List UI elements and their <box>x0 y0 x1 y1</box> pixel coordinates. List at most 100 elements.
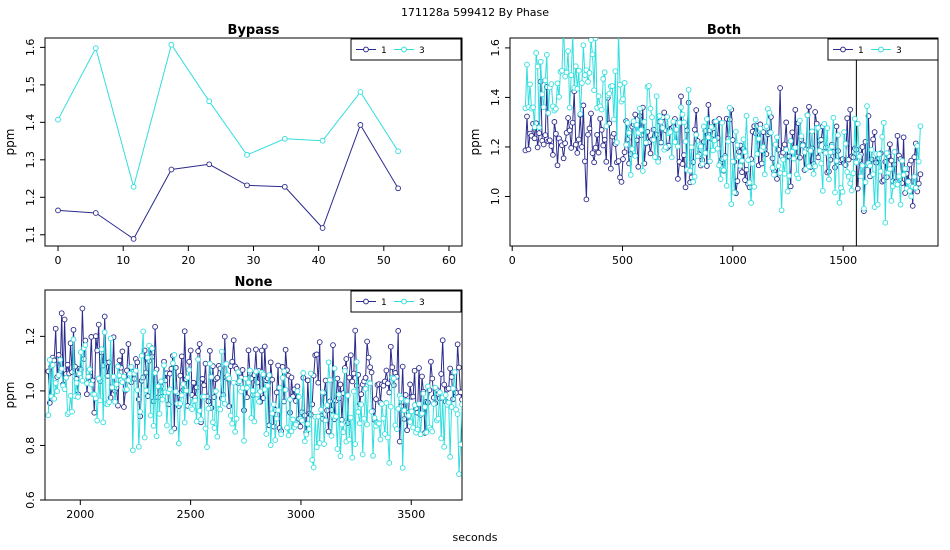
data-point-series-3 <box>52 380 59 386</box>
data-point-series-3 <box>220 396 227 402</box>
data-point-series-3 <box>577 111 584 117</box>
data-point-series-1 <box>172 364 179 371</box>
data-point-series-1 <box>368 369 375 376</box>
data-point-series-3 <box>800 142 806 149</box>
data-point-series-3 <box>897 201 904 208</box>
data-point-series-3 <box>688 144 695 151</box>
data-point-series-3 <box>457 441 462 448</box>
data-point-series-1 <box>844 115 851 122</box>
data-point-series-3 <box>278 431 284 438</box>
x-tick-label: 2500 <box>177 508 205 521</box>
data-point-series-3 <box>353 359 360 365</box>
data-point-series-3 <box>768 129 774 136</box>
data-point-series-3 <box>652 154 658 160</box>
data-point-series-3 <box>832 189 838 196</box>
data-point-series-3 <box>387 403 394 410</box>
data-point-series-3 <box>207 360 213 367</box>
data-point-series-1 <box>52 325 59 332</box>
data-point-series-3 <box>810 171 817 177</box>
data-point-series-3 <box>227 412 234 419</box>
data-point-series-3 <box>899 157 905 164</box>
data-point-series-3 <box>617 81 623 88</box>
data-point-series-3 <box>309 457 316 463</box>
data-point-series-3 <box>854 120 861 127</box>
data-point-series-3 <box>245 379 252 386</box>
data-point-series-3 <box>432 384 439 391</box>
data-point-series-3 <box>816 147 823 154</box>
data-point-series-3 <box>859 162 866 169</box>
data-point-series-3 <box>874 201 881 208</box>
data-point-series-1 <box>273 389 280 396</box>
data-point-series-3 <box>414 426 421 433</box>
data-point-series-3 <box>545 110 552 116</box>
data-point-series-3 <box>342 368 348 374</box>
data-point-series-3 <box>769 164 776 171</box>
data-point-series-1 <box>448 374 455 380</box>
data-point-series-3 <box>582 72 588 78</box>
data-point-series-3 <box>192 397 198 404</box>
data-point-series-3 <box>250 387 256 394</box>
data-point-series-3 <box>586 70 593 76</box>
data-point-series-3 <box>778 207 785 214</box>
data-point-series-1 <box>456 364 462 371</box>
data-point-series-3 <box>76 370 83 377</box>
data-point-series-3 <box>124 386 130 393</box>
data-point-series-1 <box>389 364 396 371</box>
data-point-series-1 <box>653 131 660 138</box>
data-point-series-3 <box>364 421 370 428</box>
y-tick-label: 1.2 <box>24 328 37 346</box>
data-point-series-3 <box>658 118 664 125</box>
data-point-series-3 <box>340 429 347 435</box>
data-point-series-3 <box>682 138 689 145</box>
data-point-series-3 <box>554 80 561 87</box>
data-point-series-1 <box>607 165 614 172</box>
data-point-series-3 <box>705 134 712 141</box>
data-point-series-1 <box>399 363 406 370</box>
data-point-series-3 <box>164 422 170 429</box>
data-point-series-3 <box>113 381 120 388</box>
data-point-series-3 <box>441 443 448 450</box>
data-point-series-3 <box>786 172 793 179</box>
data-point-series-1 <box>364 338 370 345</box>
data-point-series-1 <box>58 310 65 317</box>
data-point-series-3 <box>882 219 889 226</box>
data-point-series-1 <box>411 367 418 374</box>
data-point-series-1 <box>658 139 664 146</box>
data-point-series-3 <box>877 168 884 175</box>
data-point-series-3 <box>717 176 724 182</box>
data-point-series-1 <box>121 404 127 410</box>
data-point-series-1 <box>438 371 445 377</box>
data-point-series-1 <box>684 127 690 134</box>
data-point-series-3 <box>711 137 718 144</box>
data-point-series-3 <box>451 369 458 375</box>
data-point-series-3 <box>708 124 715 130</box>
x-tick-label: 0 <box>55 254 62 267</box>
legend-marker-3 <box>401 46 407 53</box>
data-point-series-3 <box>226 375 233 382</box>
data-point-series-3 <box>184 374 191 381</box>
data-point-series-3 <box>404 398 410 404</box>
data-point-series-3 <box>853 159 860 166</box>
data-point-series-3 <box>138 352 145 359</box>
data-point-series-3 <box>736 154 742 160</box>
data-point-series-3 <box>752 116 759 123</box>
data-point-series-3 <box>844 169 851 175</box>
data-point-series-3 <box>888 198 895 204</box>
data-point-series-3 <box>784 188 791 195</box>
data-point-series-3 <box>175 440 182 447</box>
data-point-series-3 <box>612 68 619 75</box>
data-point-series-3 <box>858 173 864 180</box>
data-point-series-1 <box>396 438 403 445</box>
data-point-series-3 <box>848 187 855 194</box>
data-point-series-3 <box>561 20 566 25</box>
x-tick-label: 1000 <box>719 254 747 267</box>
figure-xlabel: seconds <box>453 531 498 544</box>
legend-label-1: 1 <box>858 46 864 56</box>
data-point-series-3 <box>408 408 415 415</box>
data-point-series-3 <box>137 408 144 415</box>
data-point-series-3 <box>130 183 137 190</box>
data-point-series-3 <box>771 171 777 178</box>
data-point-series-3 <box>288 428 295 435</box>
data-point-series-1 <box>582 158 588 165</box>
